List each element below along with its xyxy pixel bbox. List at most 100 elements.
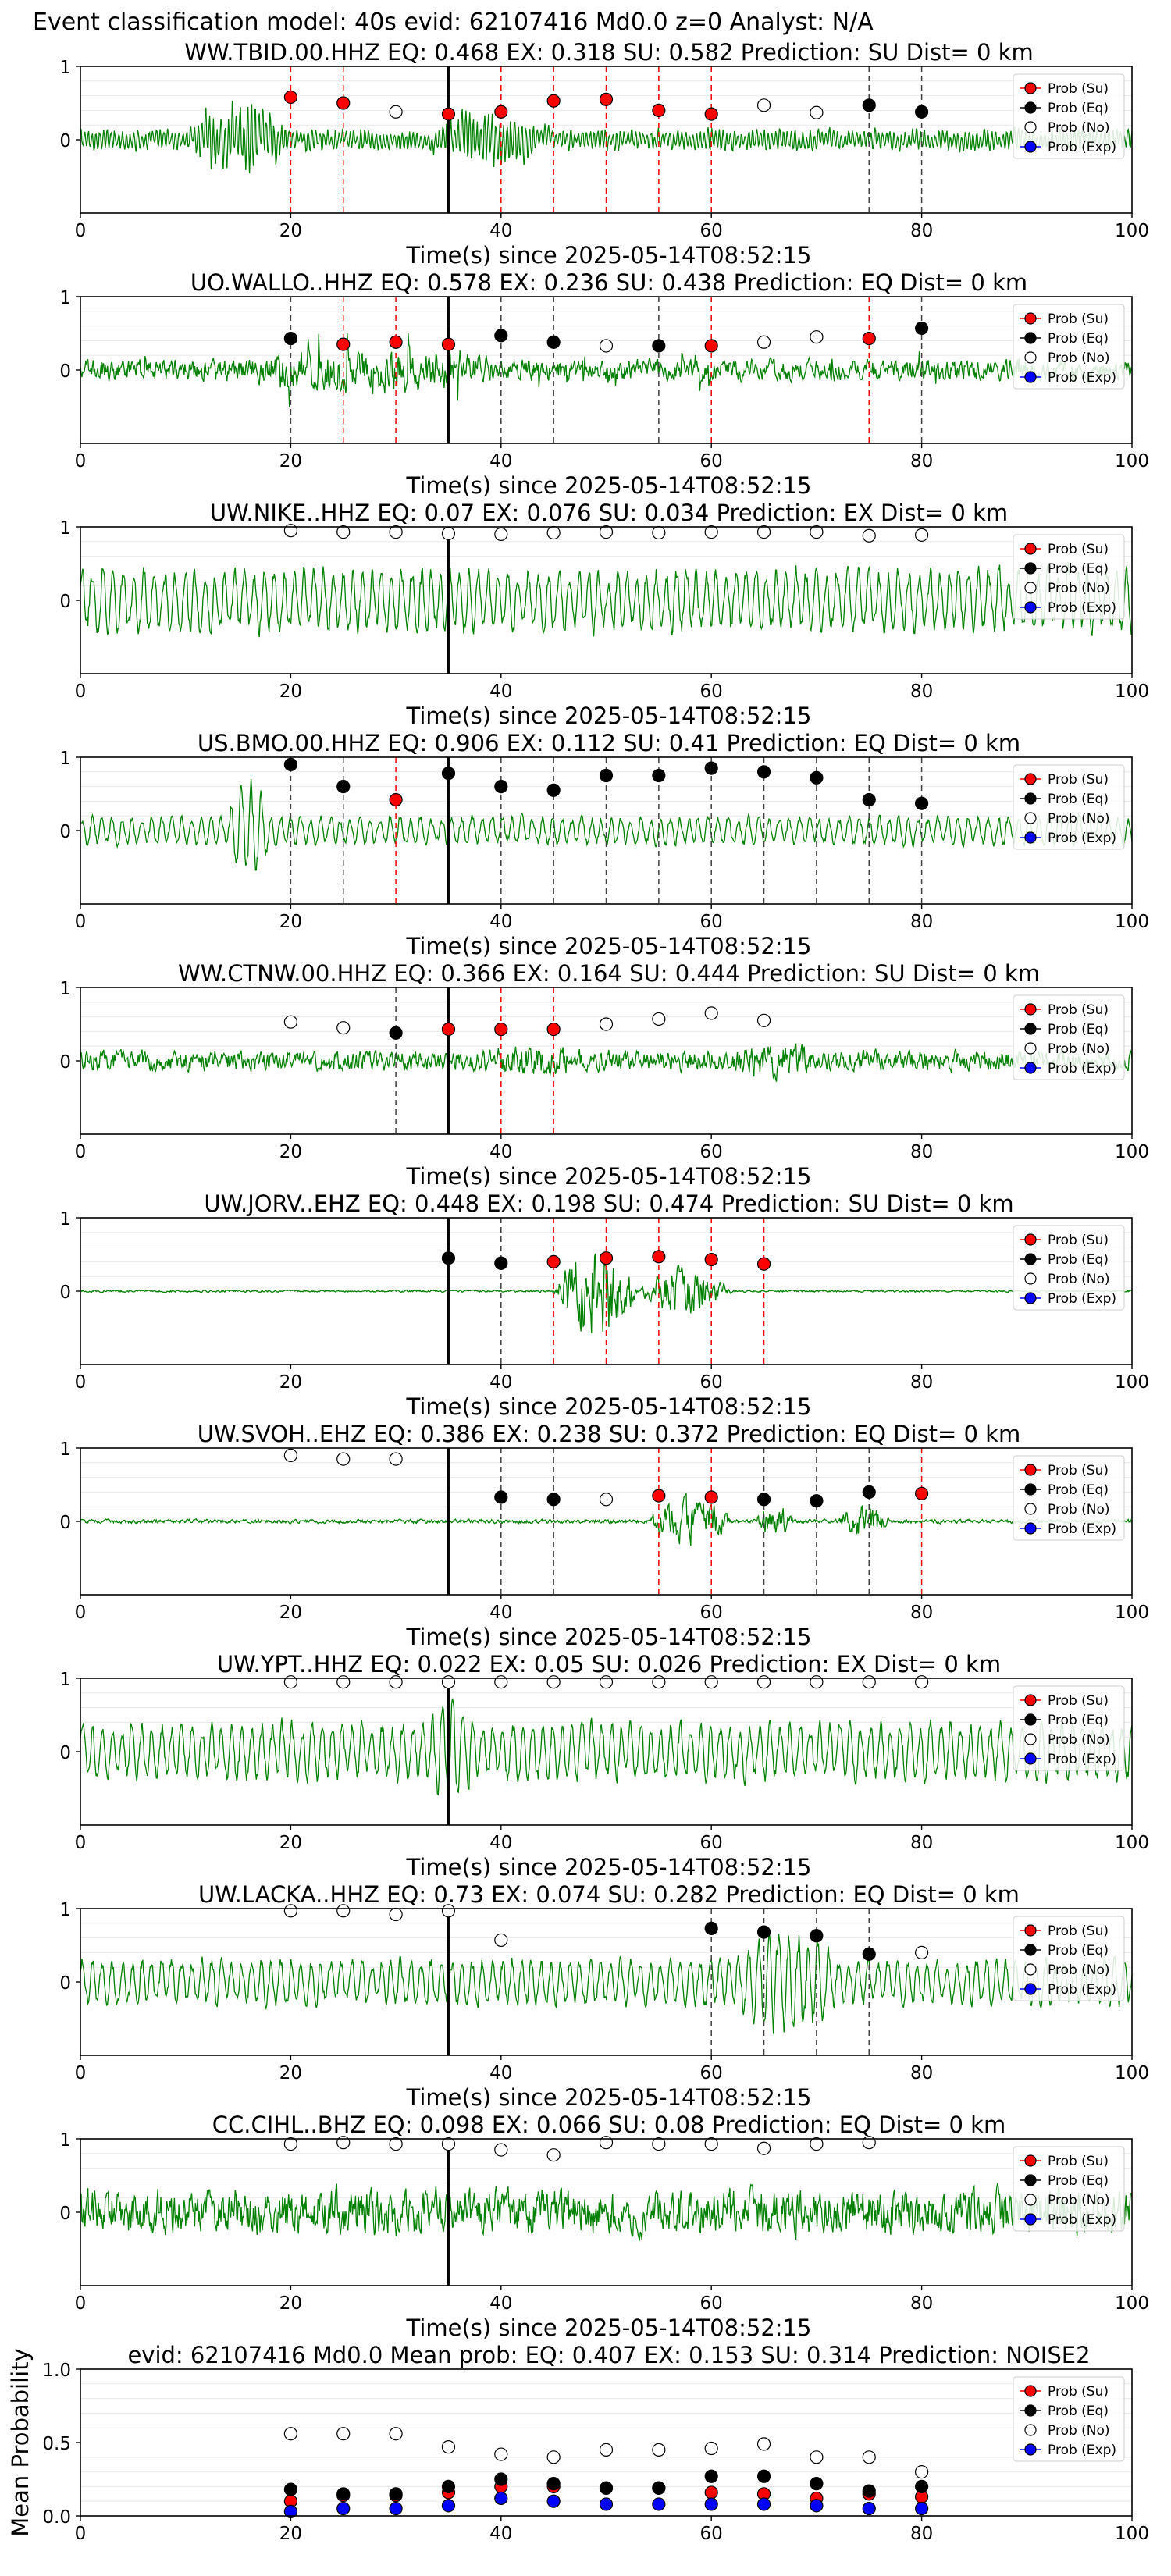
x-axis-label: Time(s) since 2025-05-14T08:52:15 bbox=[406, 933, 812, 959]
x-tick-label: 100 bbox=[1115, 2063, 1149, 2083]
panel-3: UW.NIKE..HHZ EQ: 0.07 EX: 0.076 SU: 0.03… bbox=[59, 500, 1149, 729]
mean-prob-marker bbox=[756, 2497, 771, 2511]
x-tick-label: 60 bbox=[700, 451, 723, 471]
mean-prob-marker bbox=[810, 2477, 824, 2491]
legend-marker bbox=[1024, 1752, 1037, 1765]
y-tick-label: 1 bbox=[59, 1439, 71, 1460]
mean-prob-marker bbox=[599, 2443, 614, 2457]
y-tick-label: 0 bbox=[59, 1052, 71, 1073]
probability-marker bbox=[494, 1022, 508, 1037]
probability-marker bbox=[389, 1452, 403, 1466]
panel-title: evid: 62107416 Md0.0 Mean prob: EQ: 0.40… bbox=[127, 2342, 1090, 2368]
legend-marker bbox=[1024, 82, 1037, 94]
probability-marker bbox=[704, 1490, 718, 1504]
x-tick-label: 60 bbox=[700, 912, 723, 932]
probability-marker bbox=[756, 1013, 771, 1027]
y-tick-label: 0 bbox=[59, 592, 71, 612]
x-tick-label: 60 bbox=[700, 221, 723, 241]
waveform-trace bbox=[80, 561, 1133, 638]
mean-prob-marker bbox=[546, 2477, 561, 2491]
y-tick-label: 0 bbox=[59, 1973, 71, 1994]
probability-marker bbox=[494, 527, 508, 542]
x-tick-label: 100 bbox=[1115, 2293, 1149, 2314]
probability-marker bbox=[494, 1256, 508, 1270]
legend-marker bbox=[1024, 1233, 1037, 1246]
probability-marker bbox=[704, 1921, 718, 1935]
probability-marker bbox=[546, 335, 561, 349]
panel-2: UO.WALLO..HHZ EQ: 0.578 EX: 0.236 SU: 0.… bbox=[59, 269, 1149, 499]
legend-label: Prob (Su) bbox=[1048, 2154, 1109, 2169]
x-tick-label: 100 bbox=[1115, 221, 1149, 241]
mean-prob-marker bbox=[546, 2494, 561, 2508]
legend-box bbox=[1013, 1916, 1125, 2001]
mean-prob-marker bbox=[810, 2499, 824, 2513]
x-tick-label: 0 bbox=[75, 451, 87, 471]
legend-marker bbox=[1024, 1292, 1037, 1304]
mean-prob-marker bbox=[914, 2465, 929, 2479]
probability-marker bbox=[336, 525, 351, 539]
mean-prob-marker bbox=[652, 2497, 666, 2511]
figure-title: Event classification model: 40s evid: 62… bbox=[33, 9, 874, 36]
legend-label: Prob (Su) bbox=[1048, 772, 1109, 788]
probability-marker bbox=[389, 2137, 403, 2151]
probability-marker bbox=[652, 1250, 666, 1264]
legend-label: Prob (Eq) bbox=[1048, 561, 1109, 577]
probability-marker bbox=[862, 1947, 876, 1961]
mean-prob-marker bbox=[704, 2485, 718, 2500]
mean-prob-marker bbox=[283, 2427, 297, 2441]
y-tick-label: 1 bbox=[59, 58, 71, 78]
legend-label: Prob (Exp) bbox=[1048, 1521, 1116, 1537]
probability-marker bbox=[652, 768, 666, 783]
legend-label: Prob (Exp) bbox=[1048, 1752, 1116, 1767]
probability-marker bbox=[810, 105, 824, 119]
probability-marker bbox=[810, 1675, 824, 1689]
mean-prob-marker bbox=[389, 2427, 403, 2441]
x-tick-label: 80 bbox=[910, 1142, 933, 1162]
panel-8: UW.YPT..HHZ EQ: 0.022 EX: 0.05 SU: 0.026… bbox=[59, 1651, 1149, 1880]
panel-title: CC.CIHL..BHZ EQ: 0.098 EX: 0.066 SU: 0.0… bbox=[212, 2112, 1005, 2138]
legend-marker bbox=[1024, 1694, 1037, 1706]
legend-label: Prob (Exp) bbox=[1048, 2443, 1116, 2458]
probability-marker bbox=[283, 1675, 297, 1689]
probability-marker bbox=[494, 1675, 508, 1689]
legend-box bbox=[1013, 764, 1125, 850]
probability-marker bbox=[652, 1489, 666, 1503]
probability-marker bbox=[862, 98, 876, 112]
probability-marker bbox=[389, 792, 403, 807]
legend-marker bbox=[1024, 812, 1037, 824]
legend-label: Prob (Eq) bbox=[1048, 1252, 1109, 1268]
panel-title: UW.YPT..HHZ EQ: 0.022 EX: 0.05 SU: 0.026… bbox=[217, 1651, 1001, 1678]
legend-marker bbox=[1024, 1483, 1037, 1496]
legend-marker bbox=[1024, 2213, 1037, 2226]
x-tick-label: 20 bbox=[279, 221, 302, 241]
legend-label: Prob (Su) bbox=[1048, 1923, 1109, 1939]
legend-label: Prob (Exp) bbox=[1048, 1291, 1116, 1307]
probability-marker bbox=[599, 1017, 614, 1031]
probability-marker bbox=[546, 2148, 561, 2162]
x-tick-label: 40 bbox=[489, 2293, 512, 2314]
probability-marker bbox=[389, 1026, 403, 1040]
probability-marker bbox=[494, 1490, 508, 1504]
y-tick-label: 1 bbox=[59, 979, 71, 999]
probability-marker bbox=[283, 524, 297, 538]
legend-marker bbox=[1024, 773, 1037, 785]
x-axis-label: Time(s) since 2025-05-14T08:52:15 bbox=[406, 242, 812, 269]
legend-marker bbox=[1024, 2385, 1037, 2397]
legend-label: Prob (Exp) bbox=[1048, 600, 1116, 616]
x-tick-label: 40 bbox=[489, 1372, 512, 1393]
x-tick-label: 0 bbox=[75, 912, 87, 932]
mean-prob-marker bbox=[441, 2499, 456, 2513]
waveform-trace bbox=[80, 2183, 1133, 2242]
legend-label: Prob (Eq) bbox=[1048, 2173, 1109, 2189]
mean-prob-marker bbox=[704, 2469, 718, 2483]
legend-box bbox=[1013, 994, 1125, 1080]
legend-marker bbox=[1024, 1733, 1037, 1745]
legend-label: Prob (No) bbox=[1048, 581, 1110, 596]
probability-marker bbox=[914, 1945, 929, 1959]
probability-marker bbox=[704, 107, 718, 121]
y-tick-label: 0 bbox=[59, 1743, 71, 1763]
legend-marker bbox=[1024, 332, 1037, 344]
probability-marker bbox=[704, 2137, 718, 2151]
legend-marker bbox=[1024, 562, 1037, 575]
panel-6: UW.JORV..EHZ EQ: 0.448 EX: 0.198 SU: 0.4… bbox=[59, 1190, 1149, 1420]
